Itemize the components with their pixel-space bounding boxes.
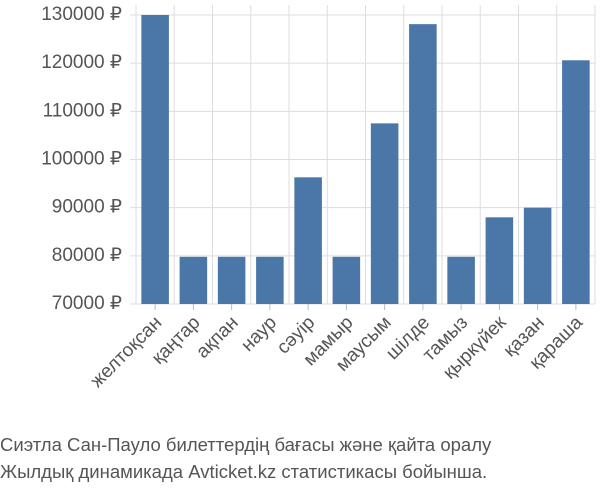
bar: [409, 24, 437, 304]
y-tick-label: 90000 ₽: [52, 197, 122, 218]
bar: [217, 256, 246, 304]
x-tick-label: ақпан: [192, 312, 242, 362]
y-tick-label: 120000 ₽: [41, 52, 122, 73]
x-tick-label: наур: [237, 312, 281, 356]
y-tick-label: 70000 ₽: [52, 293, 122, 314]
bar: [141, 15, 169, 304]
bar: [294, 177, 322, 304]
bar: [523, 207, 552, 304]
bar: [332, 256, 361, 304]
bar: [485, 217, 514, 304]
y-tick-label: 80000 ₽: [52, 245, 122, 266]
caption-line: Сиэтла Сан-Пауло билеттердің бағасы және…: [0, 434, 492, 455]
bar: [370, 123, 399, 304]
y-tick-label: 130000 ₽: [41, 4, 122, 25]
y-tick-label: 110000 ₽: [43, 100, 122, 121]
y-tick-label: 100000 ₽: [41, 149, 122, 170]
caption-line: Жылдық динамикада Avticket.kz статистика…: [0, 461, 487, 482]
bar: [179, 256, 208, 304]
bar: [562, 60, 590, 304]
bar: [447, 256, 475, 304]
bar: [256, 256, 284, 304]
